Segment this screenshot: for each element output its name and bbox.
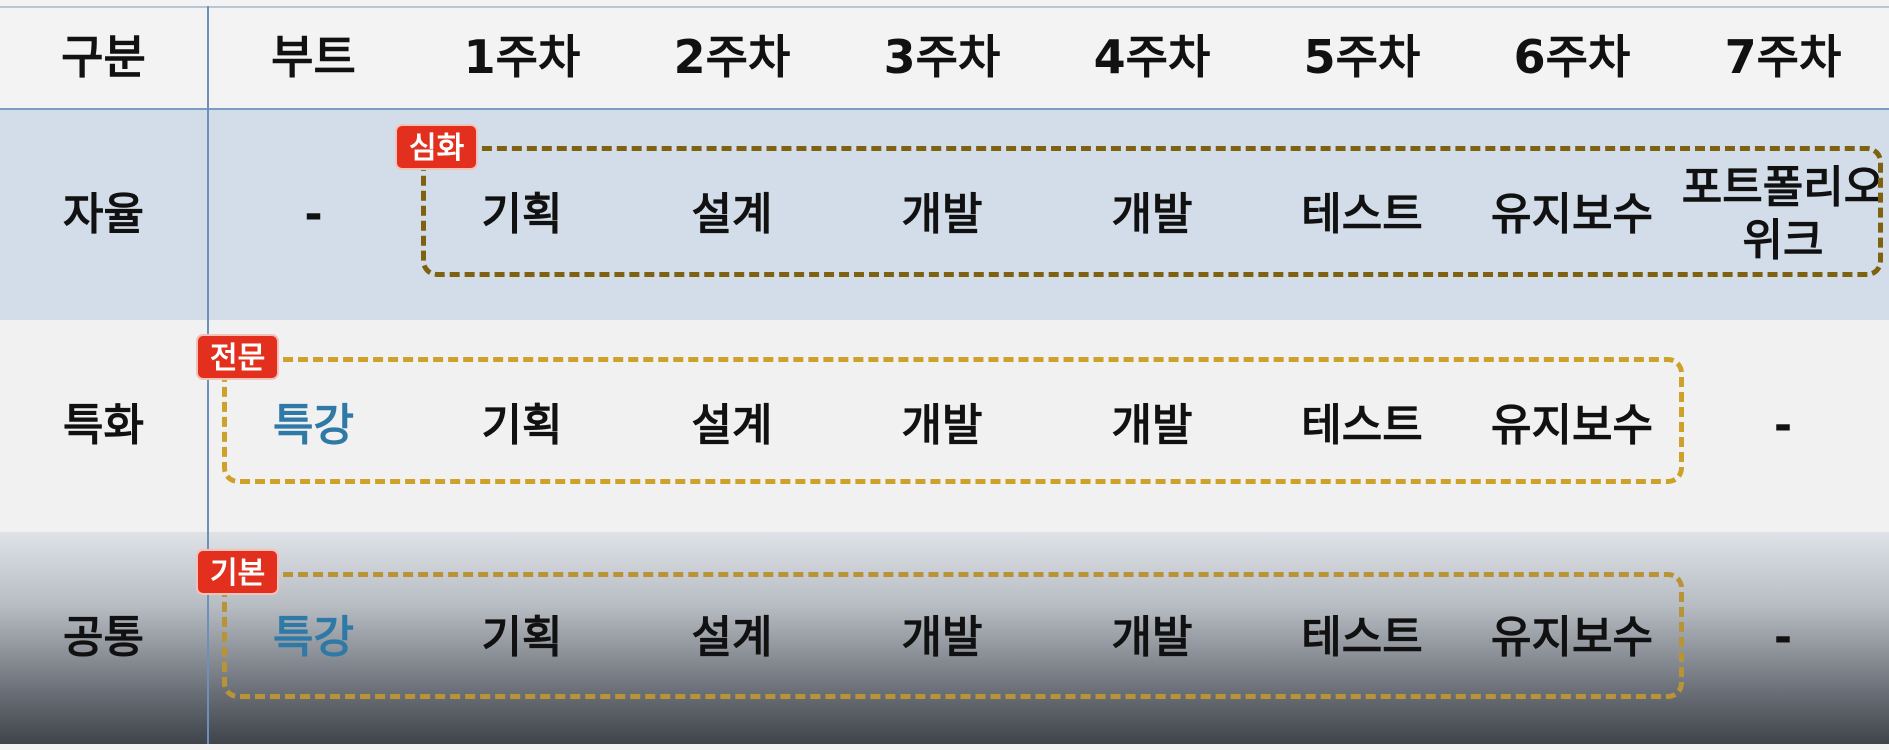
table-cell: 개발 [901, 611, 983, 663]
row-label: 자율 [63, 188, 144, 240]
table-cell: 기획 [481, 399, 563, 451]
row-label: 공통 [63, 611, 144, 663]
basic-track-outline [222, 572, 1684, 699]
table-cell-special-lecture: 특강 [273, 399, 354, 451]
table-cell: 설계 [691, 188, 773, 240]
table-cell: 유지보수 [1491, 399, 1653, 451]
header-week-2: 2주차 [673, 30, 791, 85]
table-cell: 유지보수 [1491, 611, 1653, 663]
table-cell: - [1773, 399, 1793, 451]
table-cell: 테스트 [1301, 611, 1423, 663]
header-boot: 부트 [271, 30, 356, 85]
header-category: 구분 [61, 30, 146, 85]
table-cell: 개발 [901, 188, 983, 240]
table-cell: 개발 [1111, 611, 1193, 663]
portfolio-week-text: 포트폴리오 위크 [1681, 162, 1885, 266]
table-cell: - [304, 188, 323, 240]
table-row-gongtong: 공통 특강 기획 설계 개발 개발 테스트 유지보수 - [0, 532, 1889, 744]
row-label: 특화 [63, 399, 144, 451]
table-cell: 설계 [691, 611, 773, 663]
header-week-4: 4주차 [1093, 30, 1211, 85]
header-week-6: 6주차 [1513, 30, 1631, 85]
table-cell-portfolio-week: 포트폴리오 위크 [1677, 110, 1889, 320]
table-cell: 설계 [691, 399, 773, 451]
table-cell: 기획 [481, 611, 563, 663]
table-cell: 테스트 [1301, 188, 1423, 240]
badge-basic: 기본 [196, 549, 280, 595]
header-week-1: 1주차 [463, 30, 581, 85]
header-week-7: 7주차 [1724, 30, 1842, 85]
table-cell: 유지보수 [1491, 188, 1653, 240]
table-cell: 테스트 [1301, 399, 1423, 451]
table-cell: 개발 [901, 399, 983, 451]
header-week-5: 5주차 [1303, 30, 1421, 85]
table-cell-special-lecture: 특강 [273, 611, 354, 663]
advanced-track-outline [421, 146, 1883, 277]
table-cell: 기획 [481, 188, 563, 240]
table-cell: 개발 [1111, 188, 1193, 240]
table-row-jayul: 자율 - 기획 설계 개발 개발 테스트 유지보수 포트폴리오 위크 [0, 110, 1889, 320]
specialized-track-outline [222, 357, 1684, 484]
table-cell: 개발 [1111, 399, 1193, 451]
badge-advanced: 심화 [395, 124, 479, 170]
table-cell: - [1773, 611, 1793, 663]
badge-specialized: 전문 [196, 334, 280, 380]
table-header-row: 구분 부트 1주차 2주차 3주차 4주차 5주차 6주차 7주차 [0, 8, 1889, 110]
table-row-teukhwa: 특화 특강 기획 설계 개발 개발 테스트 유지보수 - [0, 320, 1889, 532]
header-week-3: 3주차 [883, 30, 1001, 85]
table-top-border [0, 6, 1889, 8]
